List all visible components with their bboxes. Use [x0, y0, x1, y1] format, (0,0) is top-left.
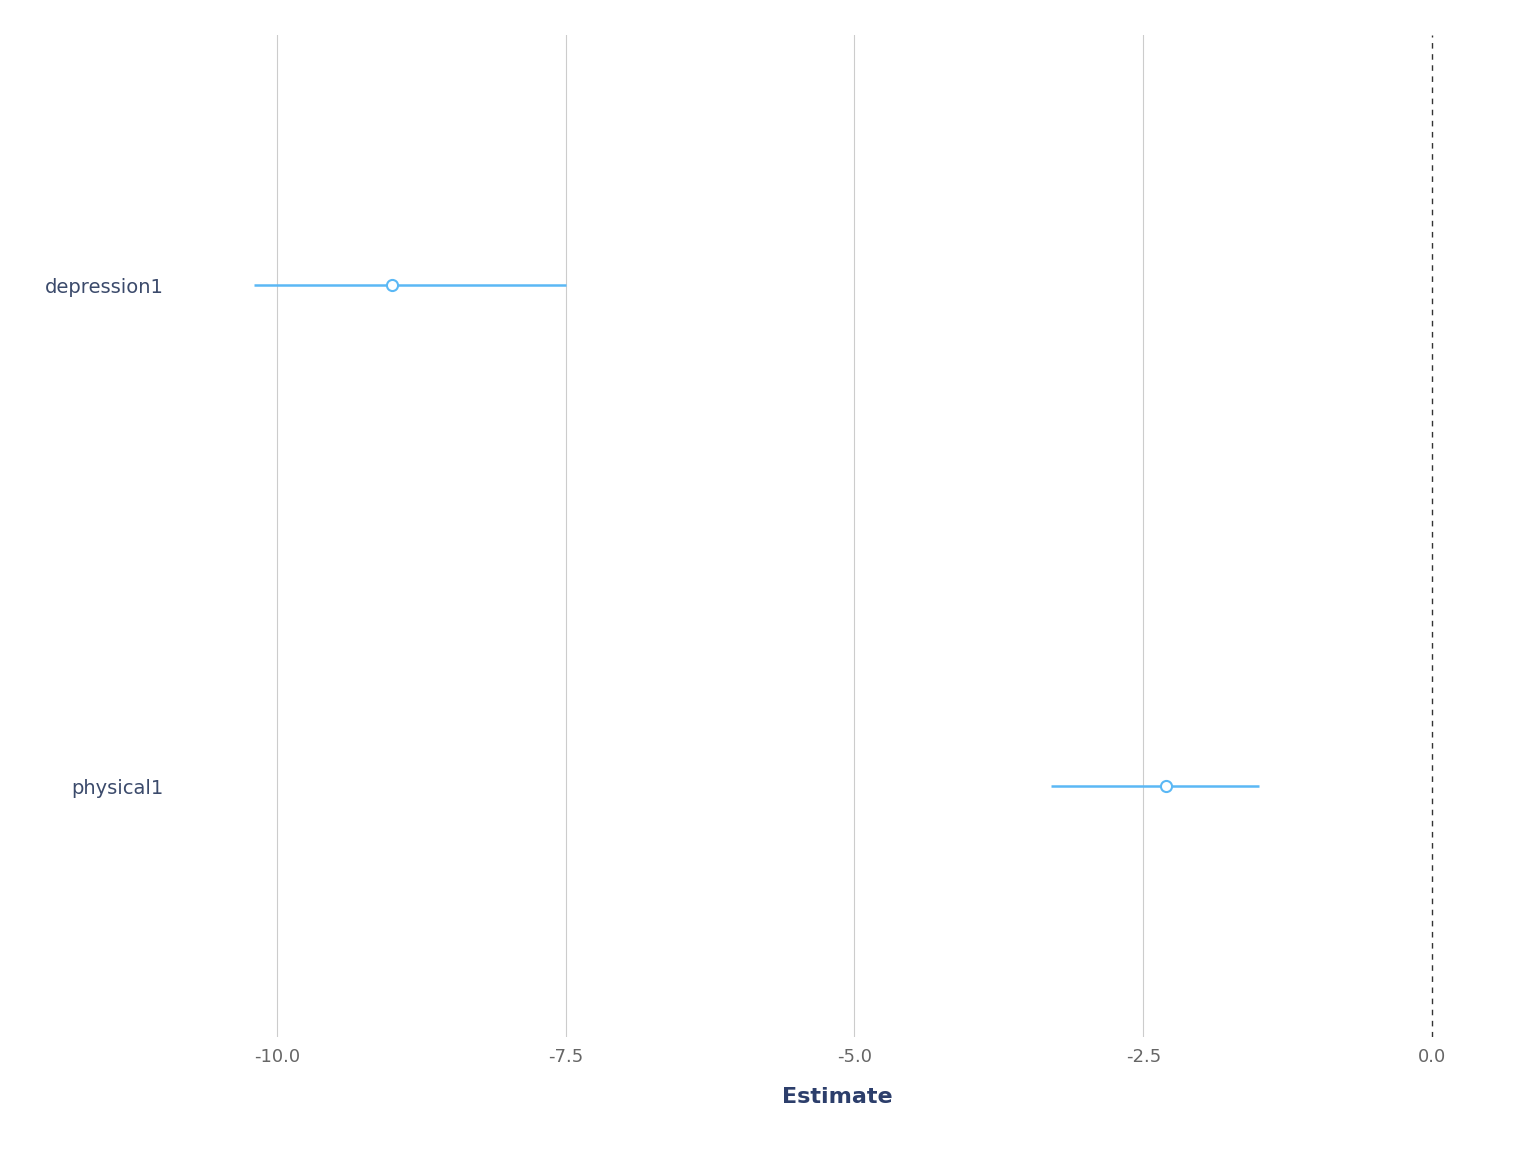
X-axis label: Estimate: Estimate [782, 1086, 892, 1107]
